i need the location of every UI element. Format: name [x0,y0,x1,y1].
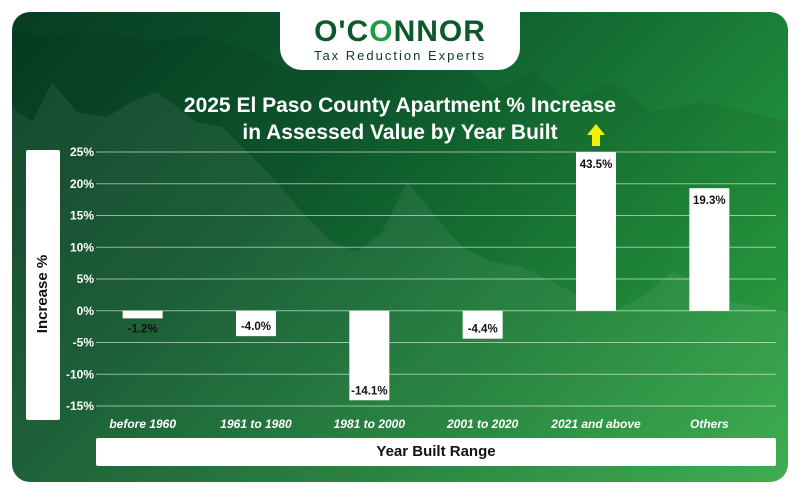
y-tick-label: -15% [66,399,94,413]
bar [122,310,163,319]
bar [236,310,276,337]
y-tick-label: -10% [66,367,94,381]
logo-tab: O'CONNOR Tax Reduction Experts [280,12,520,70]
brand-tagline: Tax Reduction Experts [313,48,487,63]
value-labels: -1.2% -4.0% -14.1% -4.4% 43.5% 19.3% [128,159,726,397]
bar [462,310,503,339]
y-tick-label: 20% [70,177,94,191]
annotations [587,124,605,146]
chart-title: 2025 El Paso County Apartment % Increase… [12,92,788,146]
bars [122,152,730,401]
value-label: -4.4% [468,324,498,336]
brand-logo: O'CONNOR [314,15,486,48]
value-label: -4.0% [241,321,271,333]
logo-key-o: O [369,15,394,48]
chart-card: O'CONNOR Tax Reduction Experts 2025 El P… [12,12,788,482]
y-tick-label: 25% [70,145,94,159]
x-axis-title: Year Built Range [96,438,776,466]
y-axis-title-box [26,150,60,420]
value-label: 43.5% [580,159,613,171]
value-label: 19.3% [693,195,726,207]
value-label: -14.1% [351,385,387,397]
category-label: 1981 to 2000 [334,417,406,431]
category-label: 2021 and above [550,417,641,431]
bar [689,188,730,311]
bar [576,152,616,311]
y-tick-label: 10% [70,240,94,254]
category-labels: before 1960 1961 to 1980 1981 to 2000 2001 … [109,417,729,431]
chart-title-line1: 2025 El Paso County Apartment % Increase [183,94,617,117]
y-tick-label: 5% [77,272,95,286]
chart-title-line2: in Assessed Value by Year Built [242,121,558,144]
category-label: 1961 to 1980 [220,417,292,431]
bar [349,310,390,401]
value-label: -1.2% [128,323,158,335]
category-label: Others [690,417,729,431]
category-label: 2001 to 2020 [446,417,519,431]
gridlines [96,151,776,407]
y-tick-label: 0% [77,304,95,318]
y-tick-label: -5% [73,336,95,350]
up-arrow-icon [587,124,605,146]
plot-area: 25%20%15%10%5%0%-5%-10%-15% -1.2% -4.0%-1… [66,124,776,431]
y-tick-labels: 25% 20% 15% 10% 5% 0% -5% -10% -15% [66,145,94,413]
y-tick-label: 15% [70,209,94,223]
category-label: before 1960 [109,417,176,431]
